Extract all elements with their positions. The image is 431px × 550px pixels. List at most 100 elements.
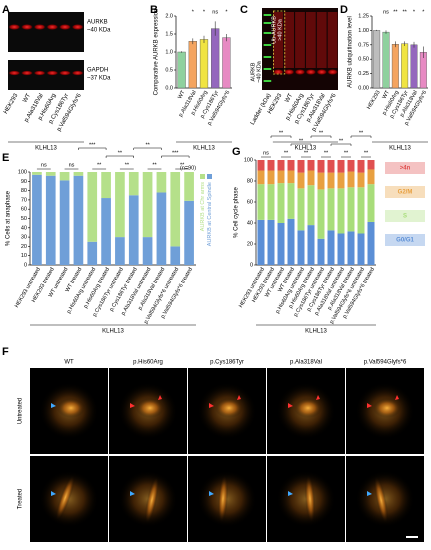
bar-segment [59, 172, 70, 181]
bar-segment [327, 172, 335, 189]
y-tick-label: 100 [18, 169, 27, 175]
blot-band [305, 69, 317, 75]
significance: ** [279, 130, 284, 136]
bar-segment [73, 172, 84, 176]
y-tick-label: 90 [21, 179, 27, 185]
signal [215, 398, 243, 418]
bar-segment [101, 172, 111, 199]
signal [55, 474, 75, 521]
bar-segment [367, 169, 375, 185]
bar-segment [317, 238, 325, 265]
signal [294, 398, 322, 418]
column-label: p.His60Arg [133, 360, 163, 366]
legend-box [385, 210, 425, 222]
bar-segment [337, 188, 345, 234]
bar-segment [115, 237, 125, 265]
significance: ns [212, 9, 218, 15]
bar-segment [307, 185, 315, 226]
blot-band [33, 70, 46, 76]
column-label: WT [64, 360, 74, 366]
bracket [290, 143, 312, 146]
y-axis-label: % Cell cycle phase [234, 186, 240, 237]
y-tick-label: 30 [21, 235, 27, 241]
significance: * [192, 9, 195, 15]
arrow [316, 395, 320, 400]
y-tick-label: 20 [21, 244, 27, 250]
smear [316, 12, 327, 68]
smear [327, 12, 338, 68]
y-tick-label: 70 [21, 197, 27, 203]
bar-segment [287, 183, 295, 219]
y-tick-label: 80 [247, 178, 253, 184]
blot-band [327, 69, 339, 75]
blot-band [8, 24, 21, 30]
bar-segment [73, 175, 84, 265]
note: (n=90) [180, 165, 196, 171]
bar-segment [277, 183, 285, 223]
significance: ** [324, 150, 329, 156]
bar [199, 39, 209, 89]
smear [273, 12, 284, 68]
bar-segment [170, 246, 181, 265]
x-tick-label: HEK293 [366, 90, 381, 111]
signal [144, 476, 159, 524]
blot-band [46, 70, 59, 76]
significance: ** [125, 162, 130, 168]
y-tick-label: 2.0 [165, 13, 173, 19]
bar-segment [327, 230, 335, 265]
bar-segment [184, 172, 194, 201]
bar-segment [367, 221, 375, 265]
blot-band [46, 24, 59, 30]
bar-segment [87, 172, 98, 242]
bar-segment [307, 160, 315, 171]
scale-bar [406, 536, 418, 538]
bar-segment [317, 189, 325, 239]
bar-segment [257, 170, 265, 185]
y-tick-label: 50 [21, 216, 27, 222]
y-tick-label: 0.00 [358, 85, 369, 91]
bracket [350, 135, 372, 138]
signal [373, 398, 401, 418]
panel-label: B [150, 4, 158, 16]
bar-segment [287, 218, 295, 265]
significance: ** [393, 9, 398, 15]
bracket [270, 135, 292, 138]
significance: ** [403, 9, 408, 15]
bracket [310, 135, 332, 138]
arrow [395, 395, 399, 400]
bar-segment [337, 233, 345, 265]
legend-swatch [200, 174, 205, 179]
y-axis-label: Comparative AURKB expression [154, 9, 160, 96]
bar [373, 30, 381, 89]
bar [382, 31, 390, 89]
blot-band [316, 69, 328, 75]
bar-segment [45, 172, 56, 176]
y-tick-label: 0.50 [358, 57, 369, 63]
bracket [330, 143, 352, 146]
bar-segment [115, 172, 125, 238]
significance: ** [97, 162, 102, 168]
blot-band [33, 24, 46, 30]
blot-label: Ub-AURKB [271, 16, 277, 44]
significance: * [413, 9, 416, 15]
significance: ns [41, 162, 47, 168]
bar-segment [347, 171, 355, 188]
significance: ** [344, 150, 349, 156]
column-label: p.Cys186Tyr [210, 360, 244, 366]
y-tick-label: 60 [247, 199, 253, 205]
arrow [367, 491, 372, 496]
y-tick-label: 100 [244, 157, 253, 163]
y-axis-label: % Cells at anaphase [6, 190, 12, 246]
blot-band [58, 24, 72, 30]
blot-band [71, 24, 84, 30]
bar [211, 28, 220, 89]
legend-box [385, 186, 425, 198]
arrow [288, 403, 293, 408]
y-tick-label: 20 [247, 241, 253, 247]
bracket [133, 147, 162, 150]
bar-segment [297, 172, 305, 189]
significance: * [203, 9, 206, 15]
bar [177, 51, 186, 89]
